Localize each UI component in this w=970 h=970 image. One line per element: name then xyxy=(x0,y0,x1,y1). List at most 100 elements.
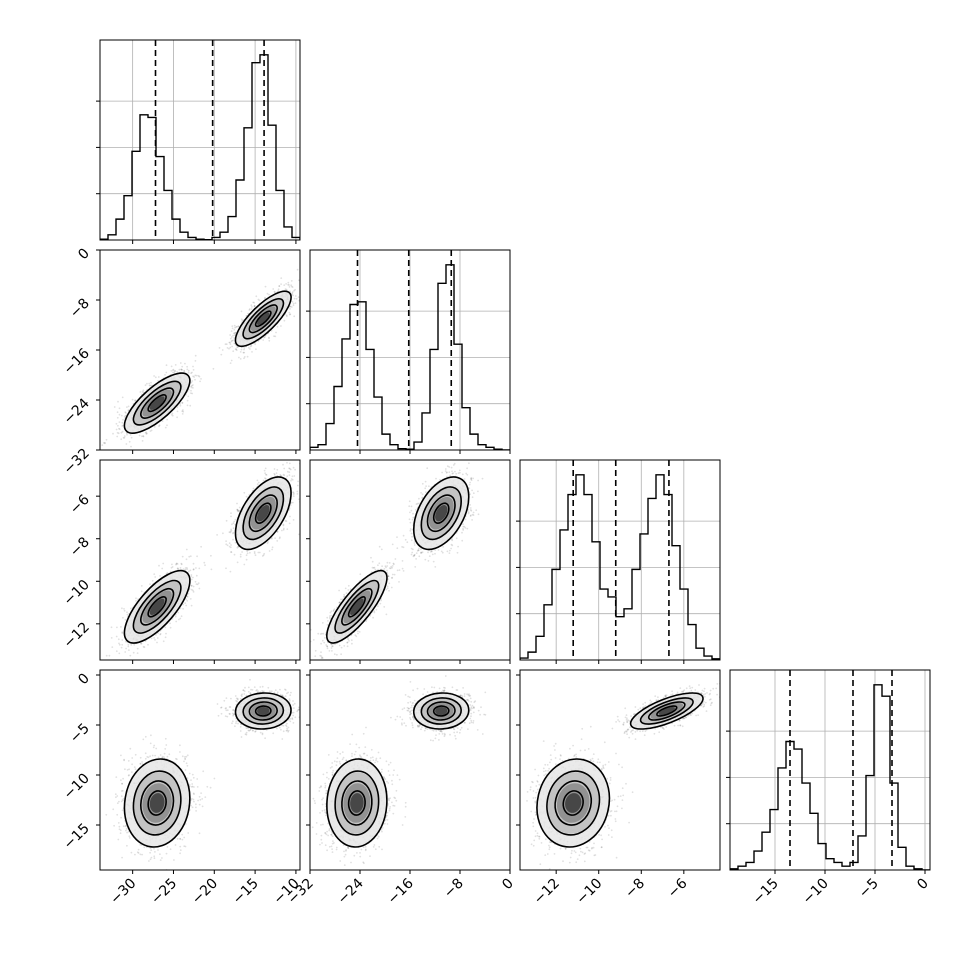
sample-point xyxy=(254,343,257,346)
sample-point xyxy=(239,553,242,556)
sample-point xyxy=(296,490,299,493)
panel-0-0 xyxy=(96,39,301,244)
sample-point xyxy=(101,444,104,446)
sample-point xyxy=(124,640,127,643)
sample-point xyxy=(301,291,303,293)
sample-point xyxy=(266,292,269,295)
sample-point xyxy=(231,339,233,342)
sample-point xyxy=(154,376,157,379)
sample-point xyxy=(301,516,303,518)
panel-1-1 xyxy=(306,249,511,454)
sample-point xyxy=(245,495,248,498)
sample-point xyxy=(290,479,292,482)
sample-point xyxy=(129,654,132,657)
sample-point xyxy=(176,406,179,409)
y-tick-label: −24 xyxy=(61,395,93,427)
sample-point xyxy=(241,320,244,322)
sample-point xyxy=(274,335,277,338)
sample-point xyxy=(243,347,246,349)
sample-point xyxy=(181,402,184,404)
contour-line-0 xyxy=(147,394,167,413)
sample-point xyxy=(257,551,260,554)
sample-point xyxy=(125,412,127,414)
sample-point xyxy=(293,297,296,300)
sample-point xyxy=(186,595,189,598)
sample-point xyxy=(140,590,143,593)
sample-point xyxy=(105,654,108,657)
sample-point xyxy=(122,424,124,427)
sample-point xyxy=(192,562,195,565)
sample-point xyxy=(185,604,188,607)
y-tick-label: −32 xyxy=(61,446,93,478)
sample-point xyxy=(283,467,286,470)
sample-point xyxy=(176,371,179,373)
sample-point xyxy=(240,318,243,321)
y-tick-label: 0 xyxy=(75,246,93,264)
sample-point xyxy=(181,413,184,415)
sample-point xyxy=(170,566,173,569)
sample-point xyxy=(232,339,235,342)
sample-point xyxy=(190,372,193,375)
sample-point xyxy=(195,583,198,585)
sample-point xyxy=(179,362,182,364)
sample-point xyxy=(173,371,176,374)
sample-point xyxy=(294,302,297,304)
sample-point xyxy=(280,325,282,327)
sample-point xyxy=(186,568,189,570)
sample-point xyxy=(296,493,299,495)
sample-point xyxy=(288,462,291,465)
sample-point xyxy=(121,430,124,433)
sample-point xyxy=(117,638,120,641)
sample-point xyxy=(229,343,232,345)
sample-point xyxy=(150,381,152,384)
contour-line-3 xyxy=(123,372,191,434)
sample-point xyxy=(189,404,192,407)
sample-point xyxy=(292,294,294,297)
sample-point xyxy=(296,268,299,271)
sample-point xyxy=(229,530,232,533)
sample-point xyxy=(250,308,253,310)
sample-point xyxy=(172,368,175,371)
sample-point xyxy=(229,546,232,549)
sample-point xyxy=(233,337,236,339)
sample-point xyxy=(158,564,160,567)
sample-point xyxy=(123,415,126,418)
sample-point xyxy=(236,346,239,349)
sample-point xyxy=(250,304,253,307)
sample-point xyxy=(273,472,276,475)
sample-point xyxy=(224,343,227,346)
sample-point xyxy=(141,435,143,438)
sample-point xyxy=(135,600,137,602)
sample-point xyxy=(226,347,229,349)
sample-point xyxy=(240,348,243,351)
sample-point xyxy=(252,487,255,490)
sample-point xyxy=(181,410,184,412)
sample-point xyxy=(236,561,239,564)
sample-point xyxy=(273,335,275,337)
contour-line-3 xyxy=(234,290,292,348)
sample-point xyxy=(190,604,193,607)
density-level-3 xyxy=(149,396,165,410)
sample-point xyxy=(243,348,245,351)
sample-point xyxy=(225,567,227,570)
sample-point xyxy=(140,642,142,645)
sample-point xyxy=(175,563,177,566)
sample-point xyxy=(175,562,178,565)
sample-point xyxy=(115,635,118,638)
sample-point xyxy=(181,369,184,371)
sample-point xyxy=(127,649,130,651)
sample-point xyxy=(130,436,133,439)
sample-point xyxy=(249,345,252,348)
sample-point xyxy=(268,337,270,340)
sample-point xyxy=(121,425,124,427)
sample-point xyxy=(180,563,183,566)
sample-point xyxy=(102,442,105,444)
sample-point xyxy=(144,384,147,387)
sample-point xyxy=(120,414,123,417)
sample-point xyxy=(142,391,145,394)
sample-point xyxy=(108,654,111,657)
sample-point xyxy=(182,409,184,411)
sample-point xyxy=(166,424,168,427)
sample-point xyxy=(154,639,156,641)
